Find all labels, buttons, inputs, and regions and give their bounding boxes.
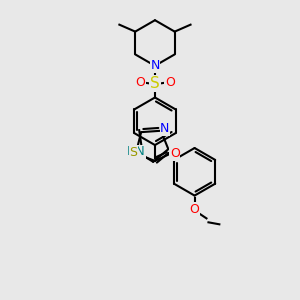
Text: S: S	[129, 146, 137, 159]
Text: O: O	[135, 76, 145, 89]
Text: HN: HN	[127, 146, 146, 158]
Text: S: S	[150, 76, 160, 91]
Text: N: N	[160, 122, 170, 135]
Text: O: O	[190, 203, 200, 216]
Text: N: N	[150, 59, 160, 72]
Text: O: O	[170, 148, 180, 160]
Text: O: O	[165, 76, 175, 89]
